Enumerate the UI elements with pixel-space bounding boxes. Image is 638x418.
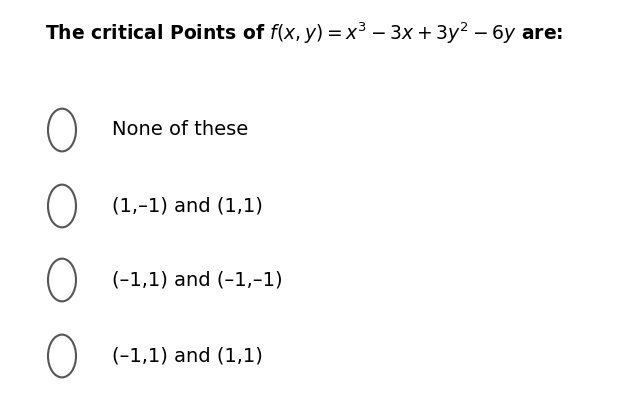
Text: None of these: None of these [112, 120, 248, 140]
Text: The critical Points of $f(x, y) = x^3 - 3x + 3y^2 - 6y$ are:: The critical Points of $f(x, y) = x^3 - … [45, 20, 563, 46]
Text: (–1,1) and (1,1): (–1,1) and (1,1) [112, 347, 263, 365]
Text: (1,–1) and (1,1): (1,–1) and (1,1) [112, 196, 263, 216]
Text: (–1,1) and (–1,–1): (–1,1) and (–1,–1) [112, 270, 283, 290]
